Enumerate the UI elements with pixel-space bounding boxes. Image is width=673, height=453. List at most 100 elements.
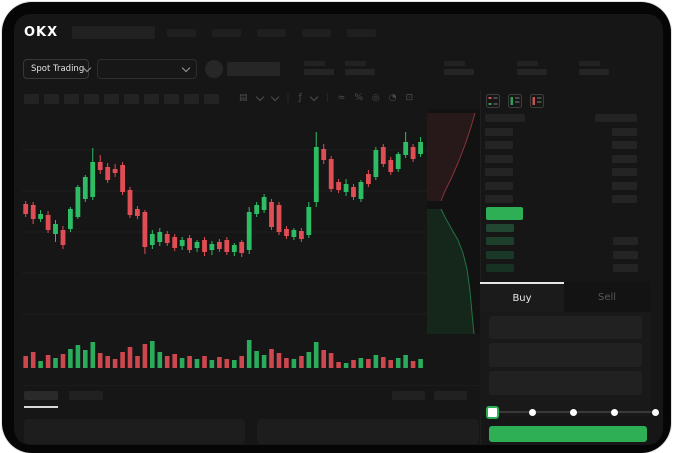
- chart-type-icon[interactable]: ▤: [239, 93, 248, 103]
- stat-label-placeholder: [345, 61, 366, 66]
- ask-row-price-placeholder[interactable]: [485, 168, 513, 177]
- tab-sell-label: Sell: [597, 291, 617, 303]
- chevron-down-icon: [181, 63, 191, 72]
- coin-avatar: [205, 60, 223, 78]
- slider-stop-dot[interactable]: [651, 409, 659, 416]
- tab-buy[interactable]: Buy: [480, 282, 564, 312]
- timeframe-button-placeholder[interactable]: [24, 94, 39, 104]
- bid-row-price-placeholder[interactable]: [486, 250, 514, 259]
- orderbook-last-price[interactable]: [486, 207, 523, 220]
- stat-value-placeholder: [517, 69, 547, 75]
- bid-row-amount-placeholder: [613, 250, 638, 259]
- search-placeholder[interactable]: [72, 26, 155, 39]
- total-field[interactable]: [489, 371, 642, 395]
- nav-item-placeholder[interactable]: [212, 29, 241, 37]
- candlestick-chart[interactable]: [22, 112, 428, 334]
- measure-icon[interactable]: %: [354, 93, 363, 103]
- ask-row-price-placeholder[interactable]: [485, 141, 513, 150]
- timeframe-button-placeholder[interactable]: [64, 94, 79, 104]
- stat-pair-placeholder: [444, 61, 474, 75]
- ask-row-amount-placeholder: [612, 154, 637, 163]
- orders-panel-right: [257, 419, 479, 444]
- brand-logo: OKX: [24, 25, 59, 40]
- orders-action-placeholder-2[interactable]: [434, 391, 467, 400]
- chevron-down-icon: [82, 63, 92, 72]
- divider: |: [286, 93, 290, 103]
- orderbook-asks-icon[interactable]: [530, 94, 544, 108]
- stat-value-placeholder: [304, 69, 334, 75]
- orderbook-header-right: [595, 114, 637, 122]
- nav-items: [167, 29, 376, 37]
- ask-row-amount-placeholder: [612, 195, 637, 203]
- orders-tab-2[interactable]: [69, 391, 103, 400]
- stat-pair-placeholder: [579, 61, 609, 75]
- orders-tab-active[interactable]: [24, 391, 58, 400]
- slider-handle[interactable]: [486, 406, 499, 419]
- bid-row-price-placeholder[interactable]: [486, 264, 514, 273]
- ask-row-price-placeholder[interactable]: [485, 181, 513, 190]
- history-icon[interactable]: ◔: [388, 93, 397, 103]
- stat-pair-placeholder: [304, 61, 334, 75]
- stat-label-placeholder: [304, 61, 325, 66]
- nav-item-placeholder[interactable]: [302, 29, 331, 37]
- bid-row-amount-placeholder: [613, 237, 638, 246]
- bid-row-price-placeholder[interactable]: [486, 224, 514, 232]
- stat-value-placeholder: [444, 69, 474, 75]
- market-type-dropdown[interactable]: Spot Trading: [23, 59, 92, 79]
- pair-selector-dropdown[interactable]: [97, 59, 197, 79]
- timeframe-button-placeholder[interactable]: [144, 94, 159, 104]
- nav-item-placeholder[interactable]: [167, 29, 196, 37]
- camera-icon[interactable]: ◎: [371, 93, 380, 103]
- ask-row-price-placeholder[interactable]: [485, 195, 513, 203]
- stat-value-placeholder: [345, 69, 375, 75]
- ask-row-amount-placeholder: [612, 141, 637, 150]
- amount-field[interactable]: [489, 343, 642, 367]
- stat-value-placeholder: [579, 69, 609, 75]
- chart-type-chevron-icon[interactable]: [255, 92, 264, 102]
- slider-stop-dot[interactable]: [569, 409, 577, 416]
- stat-pair-placeholder: [345, 61, 375, 75]
- orderbook-header-left: [485, 114, 525, 122]
- volume-chart: [23, 340, 423, 368]
- timeframe-buttons: [24, 94, 219, 104]
- timeframe-button-placeholder[interactable]: [164, 94, 179, 104]
- timeframe-button-placeholder[interactable]: [124, 94, 139, 104]
- buy-submit-button[interactable]: [489, 426, 647, 442]
- nav-item-placeholder[interactable]: [347, 29, 376, 37]
- bid-row-price-placeholder[interactable]: [486, 237, 514, 246]
- bottom-divider: [22, 385, 480, 386]
- stat-label-placeholder: [444, 61, 465, 66]
- timeframe-button-placeholder[interactable]: [204, 94, 219, 104]
- timeframe-button-placeholder[interactable]: [44, 94, 59, 104]
- orders-tab-underline: [24, 406, 58, 408]
- orderbook-view-toggle: [486, 94, 544, 108]
- slider-stop-dot[interactable]: [528, 409, 536, 416]
- orders-panel-left: [24, 419, 245, 444]
- slider-stop-dot[interactable]: [610, 409, 618, 416]
- ask-row-amount-placeholder: [612, 168, 637, 177]
- trendline-icon[interactable]: ≈: [337, 93, 346, 103]
- depth-profile-chart: [427, 109, 480, 334]
- orderbook-both-icon[interactable]: [486, 94, 500, 108]
- ask-row-price-placeholder[interactable]: [485, 128, 513, 136]
- nav-item-placeholder[interactable]: [257, 29, 286, 37]
- fullscreen-icon[interactable]: ⊡: [405, 93, 414, 103]
- app-window: OKX Spot Trading ▤ | ƒ | ≈% ◎ ◔ ⊡: [14, 14, 663, 445]
- indicators-chevron-icon[interactable]: [309, 92, 318, 102]
- timeframe-button-placeholder[interactable]: [84, 94, 99, 104]
- stat-pair-placeholder: [517, 61, 547, 75]
- stat-label-placeholder: [517, 61, 538, 66]
- panel-divider: [480, 90, 481, 445]
- timeframe-button-placeholder[interactable]: [104, 94, 119, 104]
- tab-sell[interactable]: Sell: [564, 282, 650, 312]
- timeframe-button-placeholder[interactable]: [184, 94, 199, 104]
- orders-action-placeholder-1[interactable]: [392, 391, 425, 400]
- ask-row-price-placeholder[interactable]: [485, 154, 513, 163]
- orderbook-bids-icon[interactable]: [508, 94, 522, 108]
- price-field[interactable]: [489, 316, 642, 339]
- overlay-chevron-icon[interactable]: [270, 92, 279, 102]
- indicators-icon[interactable]: ƒ: [298, 93, 302, 103]
- last-price-placeholder: [227, 62, 280, 76]
